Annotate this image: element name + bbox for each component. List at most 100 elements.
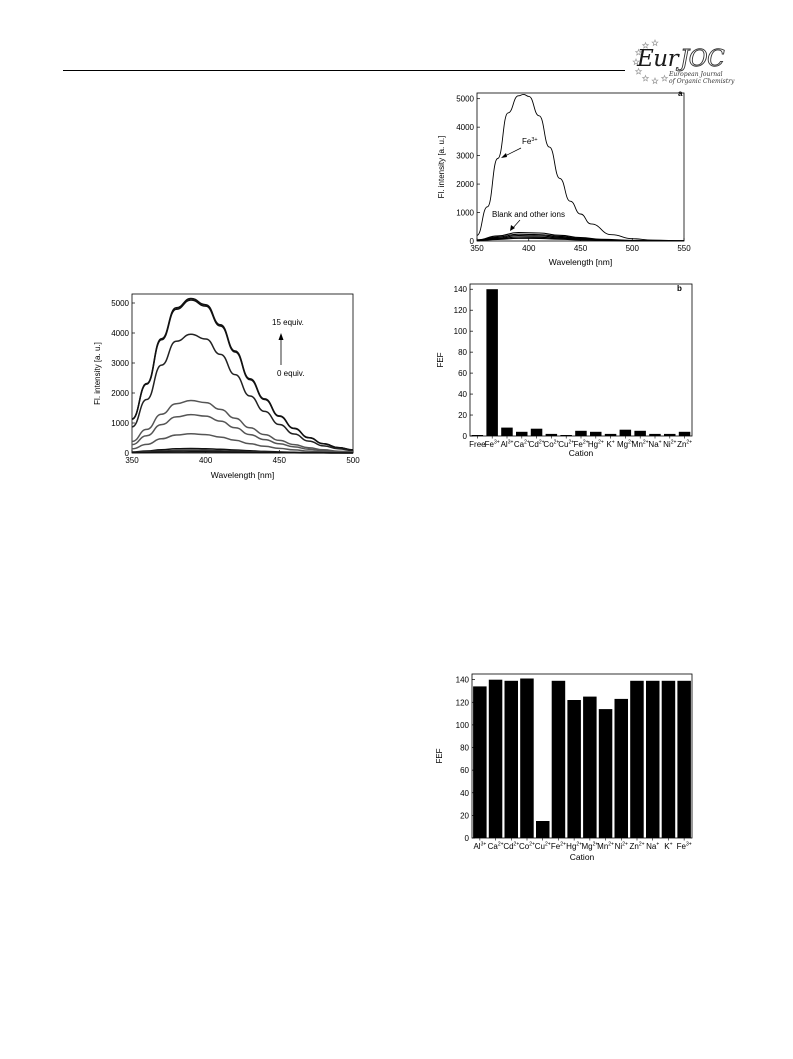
x-tick-label: Fe3+ [677,842,692,852]
category-sup: + [659,440,662,446]
x-tick-label: 400 [199,456,213,465]
y-tick-label: 1000 [456,209,474,218]
bar [551,680,566,838]
bar [575,430,587,436]
category-base: Fe [485,440,495,449]
category-sup: 2+ [514,842,520,848]
category-sup: + [656,842,659,848]
category-base: Ca [488,842,499,851]
category-sup: 2+ [498,842,504,848]
category-base: Fe [551,842,561,851]
category-sup: 2+ [545,842,551,848]
y-tick-label: 120 [454,306,468,315]
y-tick-label: 40 [458,390,467,399]
x-tick-label: Ca2+ [488,842,504,852]
bar [646,680,660,838]
category-sup: 2+ [608,842,614,848]
journal-logo: Eur JOC European Journal of Organic Chem… [625,38,735,92]
category-base: Mn [597,842,608,851]
category-base: Ni [663,440,671,449]
bar [664,433,676,436]
y-axis-label: FEF [436,352,445,367]
titration-series-line [131,399,354,453]
category-base: Al [501,440,508,449]
category-sup: 2+ [529,842,535,848]
category-sup: 2+ [576,842,582,848]
category-sup: 2+ [554,440,560,446]
x-tick-label: Zn2+ [677,440,692,450]
category-base: Fe [677,842,687,851]
category-sup: 2+ [671,440,677,446]
bar [619,429,632,436]
x-tick-label: K+ [606,440,614,450]
bar [678,431,691,436]
category-sup: + [670,842,673,848]
category-base: Na [646,842,657,851]
titration-spectra-chart: 0 1000 2000 3000 4000 5000 350 400 450 500 Wavelen… [93,293,360,480]
x-tick-label: Na+ [646,842,659,852]
x-tick-label: 450 [273,456,287,465]
bar [471,435,484,436]
annotation-15-equiv: 15 equiv. [272,318,304,327]
category-base: K [664,842,670,851]
titration-series-line [131,297,354,451]
logo-star [641,41,650,49]
star-ring-icon [632,39,669,85]
annotation-blank-arrowhead [510,225,515,231]
logo-joc: JOC [680,46,726,73]
x-axis-label: Wavelength [nm] [549,257,612,267]
category-sup: 2+ [643,440,649,446]
category-base: Hg [566,842,576,851]
spectra-chart-a: 0 1000 2000 3000 4000 5000 350 400 450 500 550 Wave… [437,89,691,267]
category-sup: 3+ [481,842,487,848]
bar [614,698,628,838]
x-tick-label: Ca2+ [514,440,530,450]
y-tick-label: 60 [460,766,469,775]
x-tick-label: 400 [522,244,536,253]
category-base: Zn [629,842,638,851]
x-tick-label: Co2+ [519,842,535,852]
bar [545,433,558,436]
y-tick-label: 80 [460,744,469,753]
equiv-arrowhead [278,333,284,340]
category-base: Mn [632,440,643,449]
header-rule [63,70,625,71]
titration-series-line [131,299,354,451]
x-tick-label: Mg2+ [617,440,634,450]
annotation-fe3-sup: 3+ [531,137,537,143]
x-tick-label: 500 [346,456,360,465]
category-base: Al [473,842,480,851]
bar [634,430,646,436]
bar [677,680,691,838]
category-base: Cu [535,842,545,851]
titration-series-line [131,451,353,454]
y-tick-label: 0 [470,237,475,246]
x-tick-label: Fe3+ [485,440,500,450]
bar [604,433,617,436]
bar [516,431,528,436]
y-axis-label: Fl. intensity [a. u.] [93,342,102,405]
annotation-blank: Blank and other ions [492,210,565,219]
series-fe3-line [476,93,685,242]
x-tick-label: Hg2+ [588,440,604,450]
category-base: Hg [588,440,598,449]
titration-series-line [131,413,354,453]
y-tick-label: 60 [458,369,467,378]
logo-star [634,67,643,75]
y-tick-label: 40 [460,789,469,798]
logo-eur: Eur [637,46,679,72]
category-sup: 3+ [508,440,514,446]
y-tick-label: 0 [465,834,470,843]
y-tick-label: 100 [456,721,470,730]
bar [501,427,513,436]
x-axis-label: Cation [570,852,595,862]
bar [567,700,581,838]
x-tick-label: Cd2+ [529,440,545,450]
category-sup: 2+ [686,440,692,446]
plot-frame [469,283,693,437]
bar [560,435,572,436]
titration-series-line [131,333,354,452]
bar [649,433,661,436]
